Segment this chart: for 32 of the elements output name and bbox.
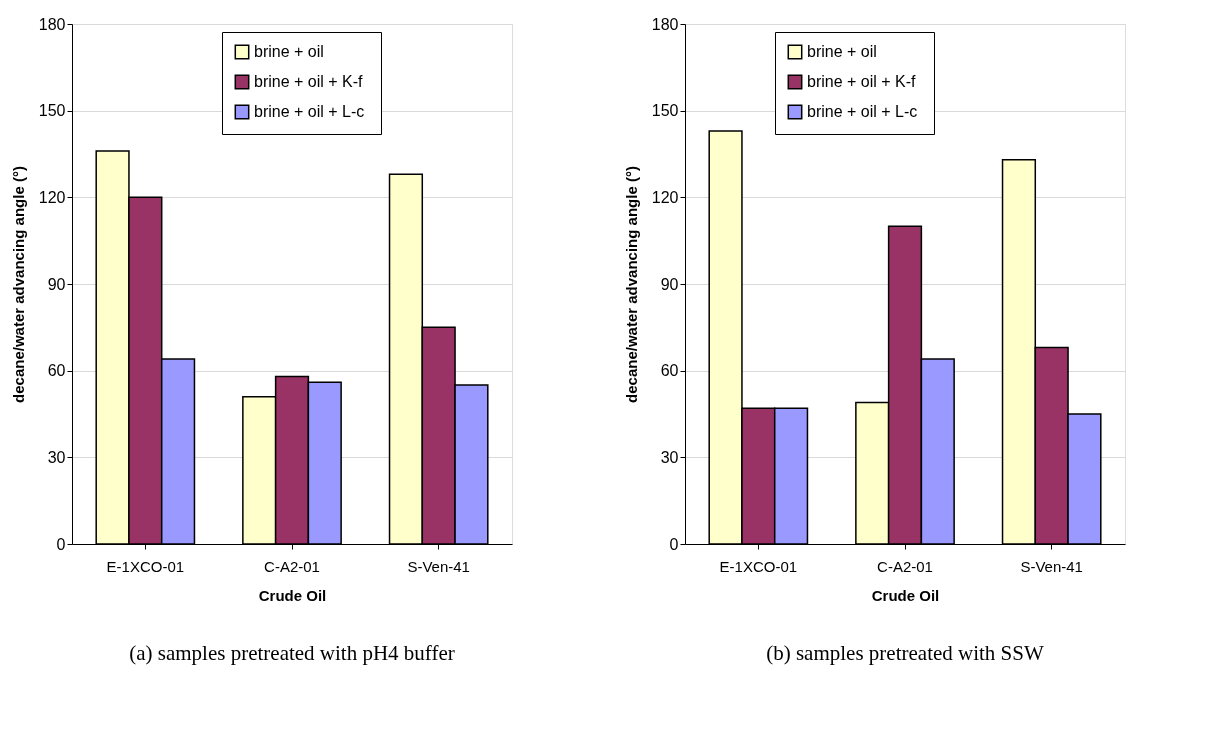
x-axis-title: Crude Oil: [871, 586, 940, 604]
y-tick-label: 30: [47, 448, 66, 466]
legend-label: brine + oil + L-c: [807, 103, 918, 120]
x-tick-label: S-Ven-41: [407, 557, 470, 575]
y-tick-label: 0: [669, 535, 679, 553]
x-tick-label: E-1XCO-01: [719, 557, 798, 575]
legend-label: brine + oil: [254, 43, 324, 60]
y-tick-label: 0: [56, 535, 66, 553]
x-tick-label: C-A2-01: [877, 557, 933, 575]
legend-label: brine + oil: [807, 43, 877, 60]
legend-label: brine + oil + K-f: [807, 73, 917, 90]
legend-label: brine + oil + L-c: [254, 103, 365, 120]
y-tick-label: 90: [660, 275, 679, 293]
y-axis-title: decane/water advancing angle (°): [622, 166, 640, 403]
text: (b) samples pretreated with SSW: [766, 641, 1044, 665]
y-tick-label: 180: [38, 15, 66, 33]
y-tick-label: 120: [38, 188, 66, 206]
x-axis-title: Crude Oil: [258, 586, 327, 604]
y-tick-label: 30: [660, 448, 679, 466]
x-tick-label: C-A2-01: [264, 557, 320, 575]
y-tick-label: 60: [660, 362, 679, 380]
y-tick-label: 150: [651, 102, 679, 120]
y-tick-label: 180: [651, 15, 679, 33]
y-axis-title: decane/water advancing angle (°): [9, 166, 27, 403]
x-tick-label: S-Ven-41: [1020, 557, 1083, 575]
y-tick-label: 60: [47, 362, 66, 380]
text: (a) samples pretreated with pH4 buffer: [129, 641, 455, 665]
y-tick-label: 90: [47, 275, 66, 293]
x-tick-label: E-1XCO-01: [106, 557, 185, 575]
legend-label: brine + oil + K-f: [254, 73, 364, 90]
y-tick-label: 150: [38, 102, 66, 120]
y-tick-label: 120: [651, 188, 679, 206]
